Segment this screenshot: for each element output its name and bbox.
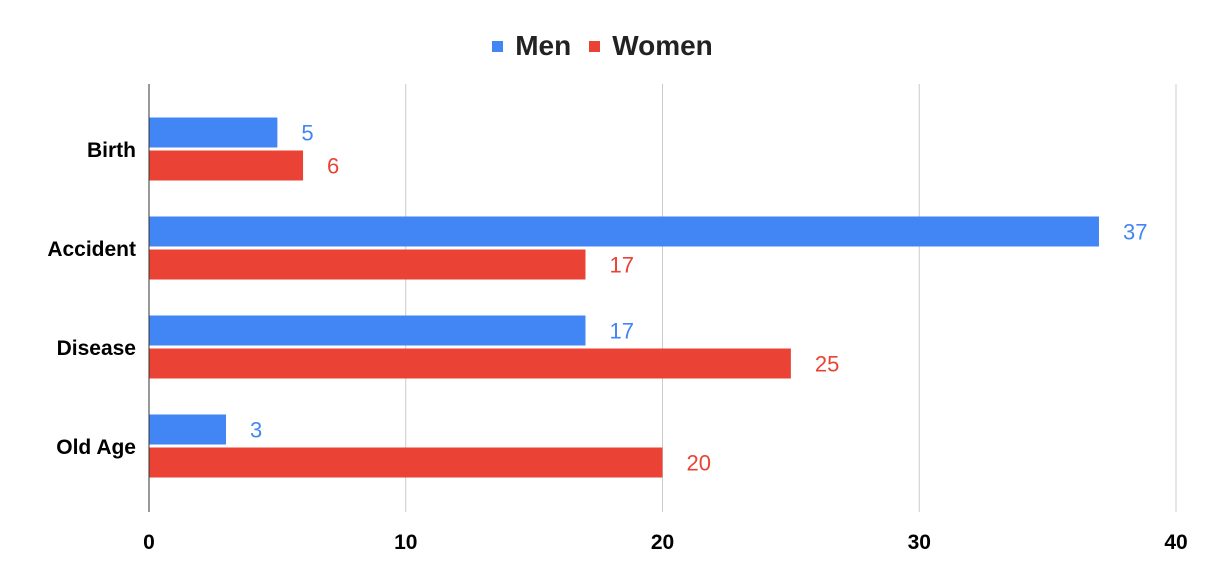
bar-men-disease xyxy=(149,315,586,346)
data-label-women-old-age: 20 xyxy=(687,451,711,476)
y-category-label-disease: Disease xyxy=(57,337,136,360)
y-category-label-birth: Birth xyxy=(87,139,136,162)
bar-women-old-age xyxy=(149,447,663,478)
bar-women-birth xyxy=(149,150,304,181)
bar-men-accident xyxy=(149,216,1099,247)
data-label-men-disease: 17 xyxy=(609,319,633,344)
chart-legend: Men Women xyxy=(0,30,1205,62)
gridlines xyxy=(405,84,1177,512)
bar-women-disease xyxy=(149,348,791,379)
bars xyxy=(149,117,1099,478)
legend-label-men: Men xyxy=(515,30,572,61)
legend-item-women[interactable]: Women xyxy=(589,30,713,62)
y-category-label-old-age: Old Age xyxy=(56,436,136,459)
bar-women-accident xyxy=(149,249,586,280)
x-tick-label-0: 0 xyxy=(143,531,155,554)
x-tick-label-40: 40 xyxy=(1164,531,1187,554)
bar-men-old-age xyxy=(149,414,227,445)
legend-swatch-men xyxy=(492,40,504,52)
data-label-women-birth: 6 xyxy=(327,154,339,179)
x-tick-label-30: 30 xyxy=(908,531,931,554)
legend-label-women: Women xyxy=(612,30,713,61)
axes: 0 10 20 30 40 Birth Accident Disease Old Age xyxy=(47,84,1188,554)
data-label-women-accident: 17 xyxy=(609,253,633,278)
legend-item-men[interactable]: Men xyxy=(492,30,571,62)
data-label-women-disease: 25 xyxy=(815,352,839,377)
data-label-men-birth: 5 xyxy=(301,121,313,146)
data-labels: 56 37 17 17 25 3 20 xyxy=(250,121,1147,476)
data-label-men-accident: 37 xyxy=(1123,220,1147,245)
data-label-men-old-age: 3 xyxy=(250,418,262,443)
legend-swatch-women xyxy=(589,40,601,52)
y-category-label-accident: Accident xyxy=(47,238,136,261)
x-tick-label-10: 10 xyxy=(394,531,417,554)
bar-men-birth xyxy=(149,117,278,148)
x-tick-label-20: 20 xyxy=(651,531,674,554)
